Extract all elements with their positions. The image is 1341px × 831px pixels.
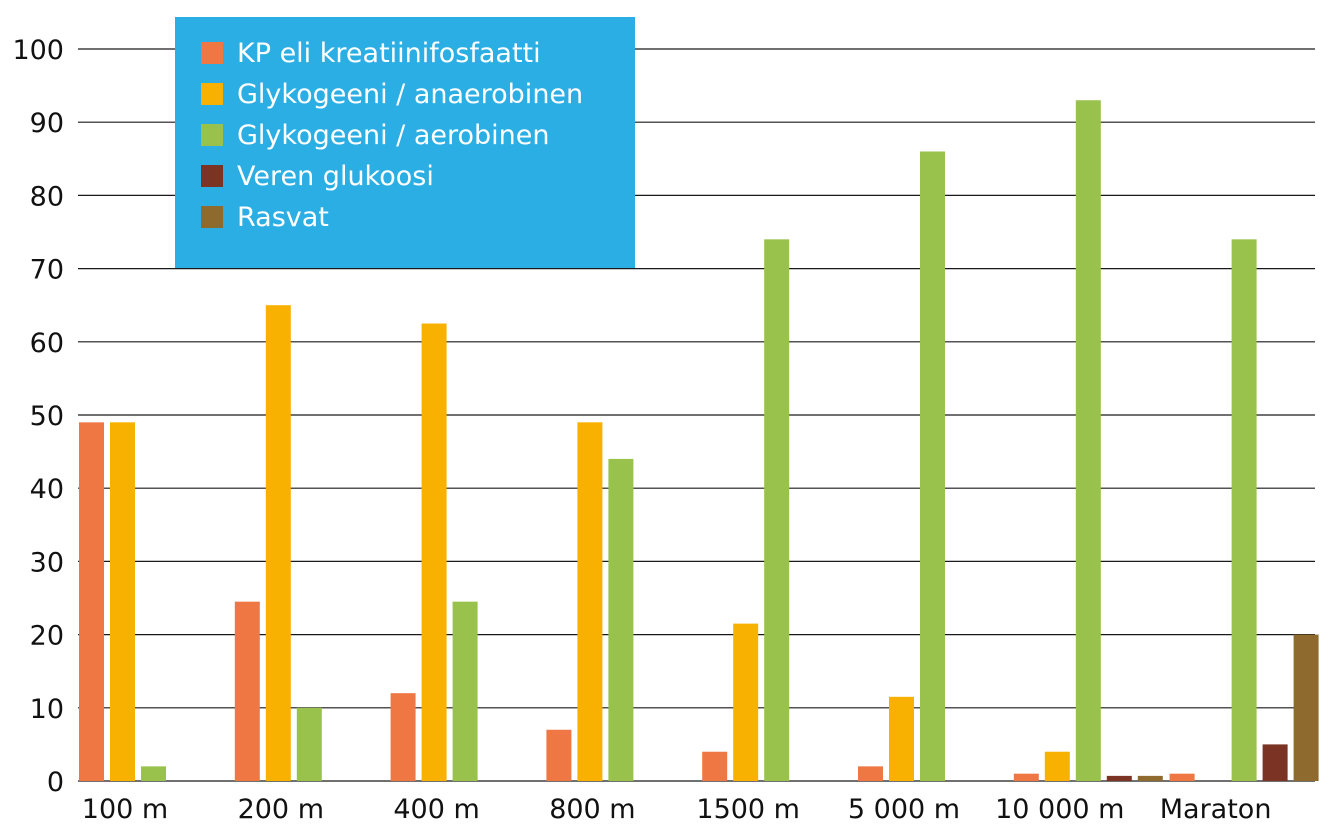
y-tick-label: 30 <box>30 547 64 578</box>
y-tick-label: 50 <box>30 401 64 432</box>
legend-item-glycogen-anaerobic: Glykogeeni / anaerobinen <box>201 74 583 114</box>
bar-glycogen-aerobic <box>920 151 945 782</box>
bar-fats <box>1293 634 1319 781</box>
legend-swatch-glycogen-aerobic <box>201 124 223 146</box>
legend-label-kp: KP eli kreatiinifosfaatti <box>237 37 541 69</box>
legend-label-glycogen-aerobic: Glykogeeni / aerobinen <box>237 119 550 151</box>
bar-kp <box>546 729 572 781</box>
legend-label-fats: Rasvat <box>237 201 329 233</box>
bar-glycogen-aerobic <box>1231 239 1257 781</box>
x-category-label: 800 m <box>549 794 635 825</box>
y-tick-label: 60 <box>30 328 64 359</box>
bar-glycogen-anaerobic <box>110 422 135 781</box>
bar-glycogen-anaerobic <box>577 422 603 781</box>
bar-kp <box>1013 773 1039 781</box>
legend-label-glycogen-anaerobic: Glykogeeni / anaerobinen <box>237 78 584 110</box>
legend-item-blood-glucose: Veren glukoosi <box>201 156 434 196</box>
y-tick-label: 80 <box>30 181 64 212</box>
legend-item-fats: Rasvat <box>201 197 329 237</box>
y-tick-label: 90 <box>30 108 64 139</box>
bar-glycogen-aerobic <box>141 766 166 781</box>
bar-glycogen-anaerobic <box>421 323 447 781</box>
y-tick-label: 20 <box>30 621 64 652</box>
y-axis-tick-labels: 0 10 20 30 40 50 60 70 80 90 100 <box>12 35 64 798</box>
y-tick-label: 0 <box>47 767 64 798</box>
x-category-label: Maraton <box>1160 794 1272 825</box>
legend-item-kp: KP eli kreatiinifosfaatti <box>201 33 541 73</box>
legend-swatch-fats <box>201 206 223 228</box>
x-axis-category-labels: 100 m 200 m 400 m 800 m 1500 m 5 000 m 10 000 … <box>82 794 1272 825</box>
bar-blood-glucose <box>1262 744 1288 781</box>
bar-glycogen-aerobic <box>296 707 322 781</box>
y-tick-label: 10 <box>30 694 64 725</box>
bar-glycogen-anaerobic <box>733 623 759 781</box>
legend-item-glycogen-aerobic: Glykogeeni / aerobinen <box>201 115 550 155</box>
bar-kp <box>390 693 416 781</box>
legend-swatch-kp <box>201 42 223 64</box>
bar-glycogen-aerobic <box>764 239 790 781</box>
bar-kp <box>1169 773 1195 781</box>
y-tick-label: 100 <box>12 35 64 66</box>
legend: KP eli kreatiinifosfaatti Glykogeeni / a… <box>175 17 635 268</box>
legend-label-blood-glucose: Veren glukoosi <box>237 160 434 192</box>
y-tick-label: 70 <box>30 255 64 286</box>
legend-swatch-blood-glucose <box>201 165 223 187</box>
bar-kp <box>234 601 260 781</box>
x-category-label: 1500 m <box>696 794 800 825</box>
bar-glycogen-aerobic <box>452 601 478 781</box>
bar-glycogen-aerobic <box>1075 100 1101 782</box>
bar-kp <box>858 766 883 781</box>
x-category-label: 200 m <box>238 794 324 825</box>
legend-swatch-glycogen-anaerobic <box>201 83 223 105</box>
bar-blood-glucose <box>1106 775 1132 781</box>
bar-kp <box>702 751 728 781</box>
bar-glycogen-aerobic <box>608 458 634 781</box>
bar-kp <box>79 422 104 781</box>
x-category-label: 400 m <box>393 794 479 825</box>
x-category-label: 100 m <box>82 794 168 825</box>
x-category-label: 5 000 m <box>848 794 960 825</box>
bars <box>79 100 1319 782</box>
bar-glycogen-anaerobic <box>889 696 914 781</box>
bar-fats <box>1137 775 1163 781</box>
bar-glycogen-anaerobic <box>265 305 291 781</box>
y-tick-label: 40 <box>30 474 64 505</box>
x-category-label: 10 000 m <box>995 794 1124 825</box>
bar-glycogen-anaerobic <box>1044 751 1070 781</box>
